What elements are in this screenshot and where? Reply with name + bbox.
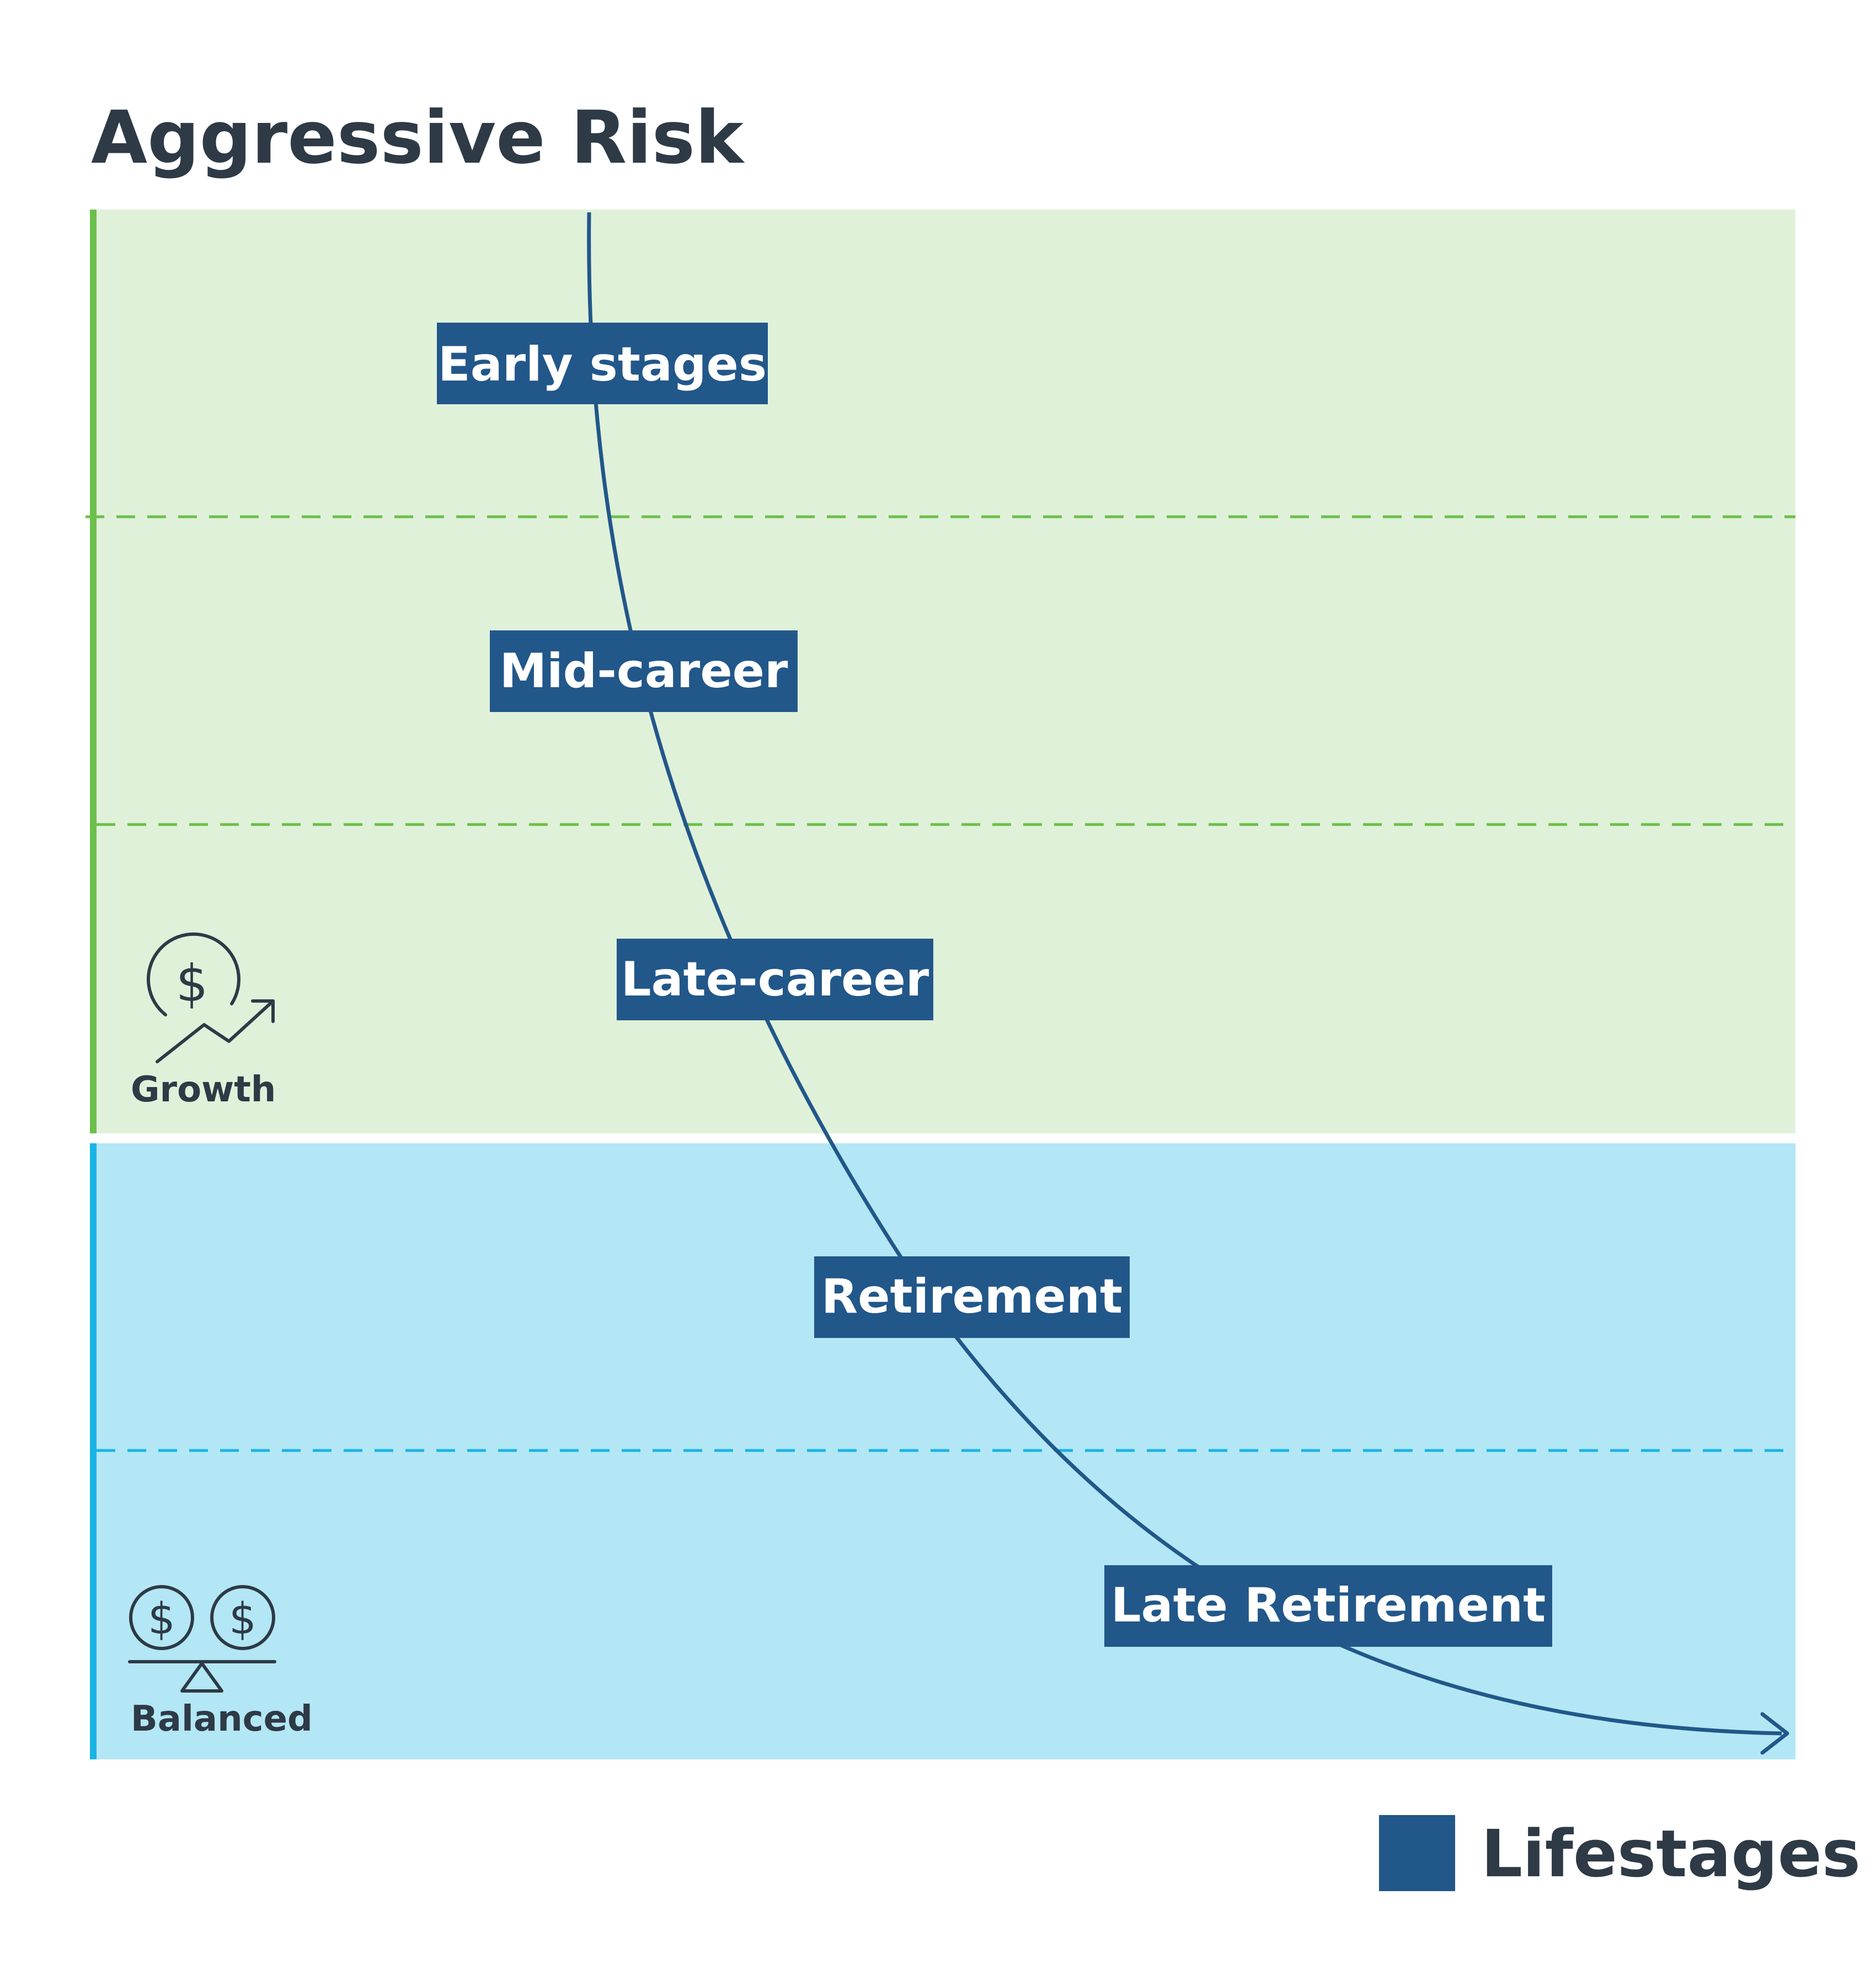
legend-label: Lifestages: [1481, 1816, 1861, 1892]
growth-zone: [91, 210, 1795, 1133]
balanced-zone-label: Balanced: [131, 1699, 313, 1739]
stage-label-early: Early stages: [437, 323, 768, 404]
growth-zone-accent-bar: [90, 210, 97, 1133]
legend-swatch: [1379, 1815, 1455, 1891]
stage-label-text: Retirement: [821, 1269, 1123, 1324]
growth-zone-label: Growth: [131, 1069, 276, 1110]
svg-text:$: $: [229, 1594, 256, 1644]
stage-label-text: Late-career: [621, 952, 929, 1007]
diagram-title: Aggressive Risk: [91, 95, 745, 180]
balanced-zone-accent-bar: [90, 1143, 97, 1759]
svg-text:$: $: [148, 1594, 175, 1644]
dollar-growth-icon: $: [146, 932, 275, 1063]
stage-label-late-retirement: Late Retirement: [1104, 1565, 1552, 1647]
stage-label-late-career: Late-career: [617, 939, 933, 1020]
curve-arrowhead-icon: [1760, 1712, 1789, 1755]
stage-label-text: Mid-career: [500, 644, 788, 699]
stage-label-retirement: Retirement: [814, 1256, 1130, 1338]
stage-label-mid-career: Mid-career: [490, 630, 798, 712]
stage-label-text: Late Retirement: [1111, 1578, 1546, 1633]
svg-text:$: $: [176, 954, 209, 1013]
legend: Lifestages: [1379, 1815, 1861, 1892]
balanced-scale-icon: $ $: [128, 1585, 276, 1693]
stage-label-text: Early stages: [438, 337, 767, 392]
